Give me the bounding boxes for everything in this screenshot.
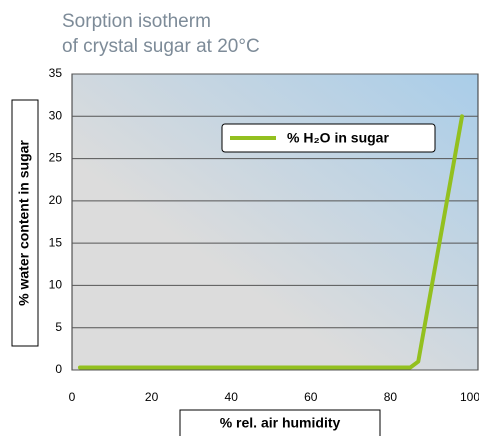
y-tick-label: 10 — [49, 278, 63, 292]
legend-label: % H₂O in sugar — [287, 130, 389, 146]
y-tick-label: 20 — [49, 193, 63, 207]
x-tick-label: 60 — [304, 390, 318, 404]
x-axis-label: % rel. air humidity — [220, 415, 341, 431]
y-axis-label: % water content in sugar — [16, 140, 32, 306]
data-line — [77, 114, 465, 370]
y-tick-label: 5 — [55, 320, 62, 334]
y-tick-label: 0 — [55, 362, 62, 376]
plot-area — [71, 73, 479, 371]
y-tick-label: 25 — [49, 151, 63, 165]
y-tick-label: 30 — [49, 108, 63, 122]
x-tick-label: 100 — [460, 390, 479, 404]
y-tick-label: 35 — [49, 66, 63, 80]
x-tick-label: 0 — [69, 390, 76, 404]
x-tick-label: 80 — [384, 390, 398, 404]
chart-title: of crystal sugar at 20°C — [62, 36, 260, 57]
x-tick-label: 40 — [225, 390, 239, 404]
x-tick-label: 20 — [145, 390, 159, 404]
y-tick-label: 15 — [49, 235, 63, 249]
y-label-box — [11, 99, 39, 347]
legend-box — [221, 123, 436, 153]
chart-title: Sorption isotherm — [62, 11, 211, 32]
x-label-box — [179, 409, 381, 436]
